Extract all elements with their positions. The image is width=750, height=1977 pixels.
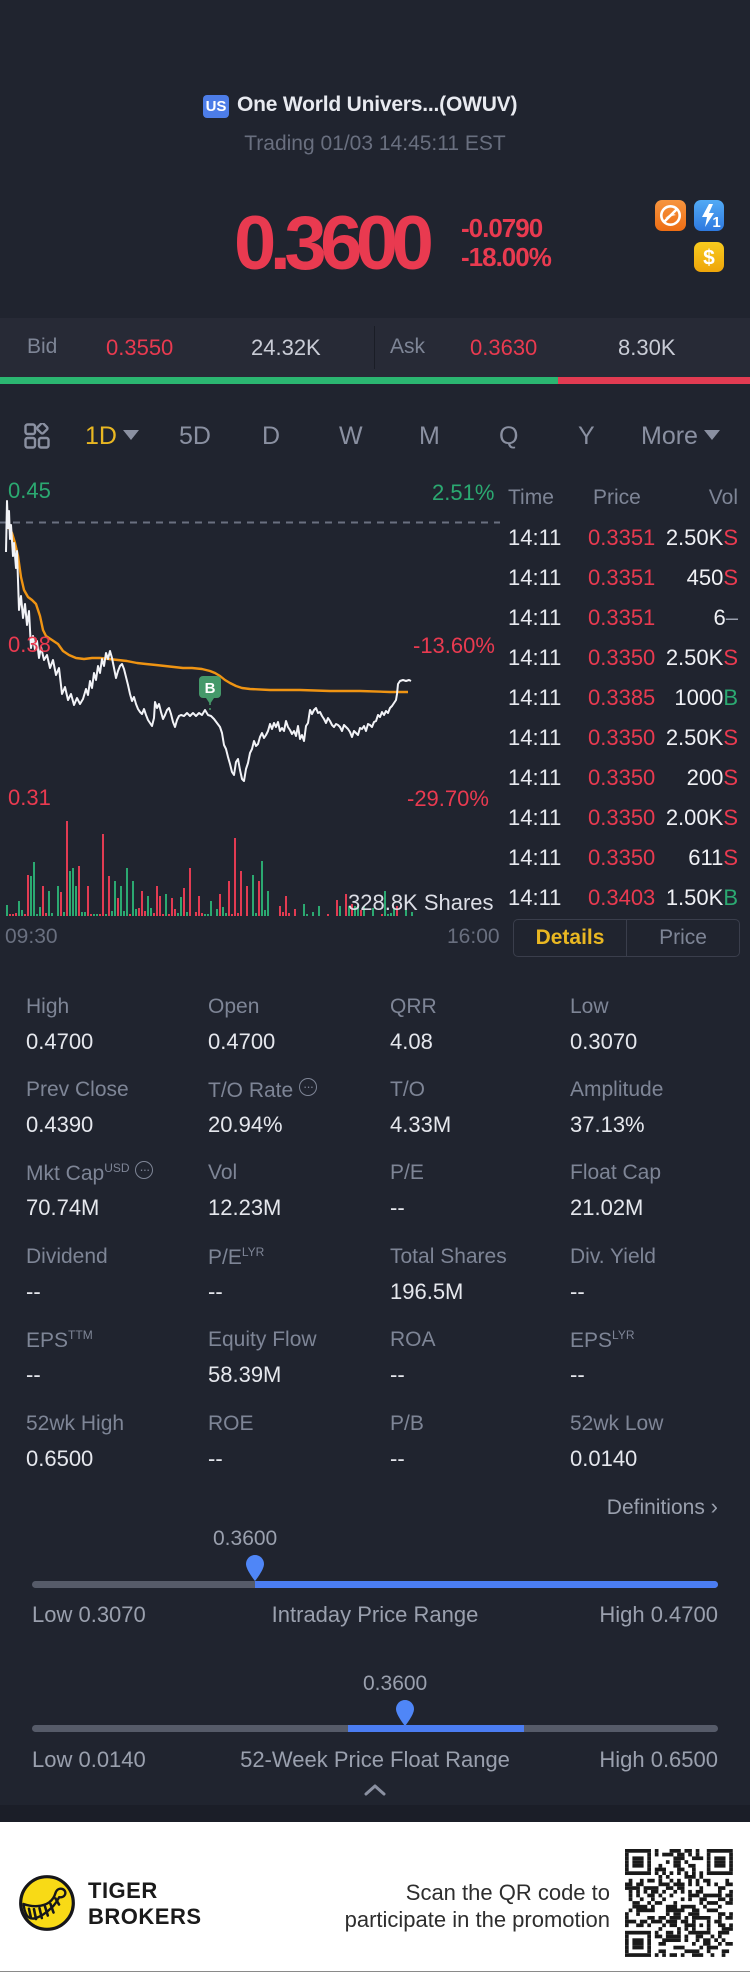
svg-text:1: 1: [712, 214, 720, 231]
svg-text:B: B: [205, 680, 216, 697]
svg-text:$: $: [703, 247, 715, 270]
